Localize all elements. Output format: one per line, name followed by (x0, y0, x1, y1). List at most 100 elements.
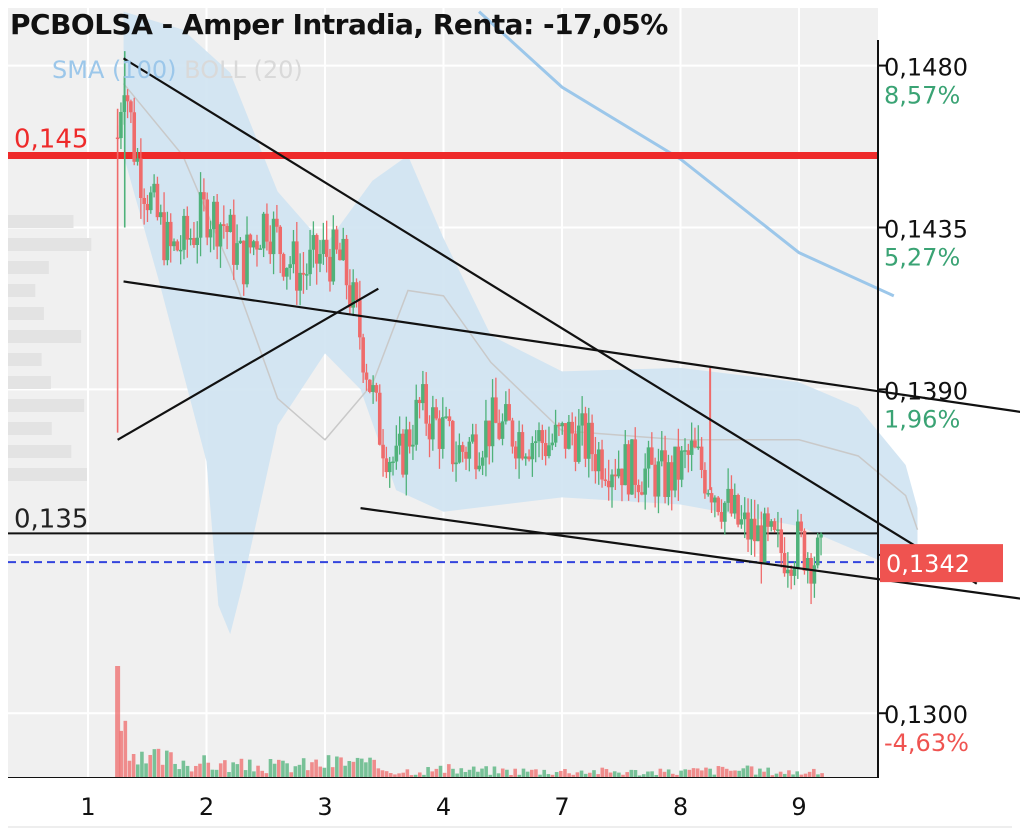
candle-body (583, 413, 588, 459)
x-tick-label: 3 (317, 793, 332, 821)
volume-bar (256, 765, 260, 778)
x-tick-label: 2 (199, 793, 214, 821)
volume-bar (218, 763, 223, 778)
candle-body (726, 488, 730, 503)
candle-body (371, 385, 375, 392)
volume-bar (820, 773, 824, 778)
candle-body (172, 241, 176, 247)
candle-body (248, 234, 253, 248)
x-axis-band (8, 778, 1012, 828)
volume-bar (380, 770, 385, 778)
current-price-tag: 0,1342 (880, 544, 1003, 583)
volume-bar (758, 768, 762, 778)
candle-body (636, 484, 641, 493)
legend-sma[interactable]: SMA (100) (52, 56, 177, 84)
candle-body (427, 423, 432, 440)
volume-profile-bar (8, 330, 82, 343)
volume-bar (405, 769, 410, 778)
volume-profile-bar (8, 284, 36, 297)
volume-bar (550, 774, 555, 778)
candle-body (786, 569, 790, 574)
legend-boll[interactable]: BOLL (20) (184, 56, 303, 84)
volume-bar (521, 768, 526, 778)
candle-body (158, 212, 163, 218)
candle-body (480, 457, 485, 466)
volume-bar (335, 756, 339, 778)
sma-line (478, 10, 895, 298)
resistance-label: 0,145 (14, 125, 88, 155)
candle-body (251, 241, 256, 248)
candle-body (205, 199, 210, 238)
volume-bar (314, 759, 318, 778)
candle-body (255, 241, 259, 250)
candle-body (311, 235, 316, 250)
candle-body (749, 518, 754, 540)
volume-profile-bar (8, 399, 85, 412)
candle-body (188, 238, 193, 240)
volume-bar (534, 769, 538, 778)
volume-bar (505, 769, 509, 778)
volume-bar (496, 773, 501, 778)
candle-body (271, 218, 276, 255)
candle-body (736, 494, 740, 525)
volume-bar (156, 748, 161, 778)
candle-body (268, 241, 273, 255)
candle-body (679, 450, 684, 480)
candle-body (779, 529, 784, 553)
volume-bar (210, 769, 215, 778)
volume-bar (737, 770, 741, 778)
volume-bar (691, 768, 696, 778)
volume-bar (223, 760, 227, 778)
candle-body (742, 512, 747, 520)
candle-body (656, 461, 661, 497)
trendline (360, 507, 1020, 600)
candle-body (553, 424, 558, 443)
volume-bar (285, 763, 289, 778)
candle-body (716, 497, 720, 512)
candle-body (517, 432, 521, 459)
candle-body (593, 454, 598, 472)
volume-bar (272, 763, 277, 778)
volume-bar (318, 766, 323, 778)
axes (8, 40, 1012, 828)
candle-body (696, 446, 701, 449)
volume-bar (712, 774, 717, 778)
candle-body (484, 420, 488, 458)
candle-body (497, 422, 501, 439)
volume-bar (480, 768, 484, 778)
volume-bar (745, 765, 750, 778)
indicator-legend: SMA (100) BOLL (20) (52, 56, 303, 84)
volume-bar (181, 760, 186, 778)
horizontal-levels: 0,145 0,135 (8, 125, 878, 564)
volume-bar (600, 767, 605, 778)
volume-bar (608, 772, 613, 778)
candle-body (802, 530, 807, 571)
volume-bar (127, 760, 132, 778)
candle-body (580, 413, 584, 426)
candle-body (789, 569, 793, 576)
candle-body (281, 254, 286, 277)
candle-body (537, 430, 541, 442)
candle-body (129, 101, 133, 113)
volume-bar (733, 770, 737, 778)
candle-body (212, 201, 216, 230)
candle-body (241, 240, 246, 285)
volume-bar (675, 774, 679, 778)
volume-bar (700, 770, 704, 778)
volume-bar (326, 755, 331, 778)
candle-body (218, 224, 223, 247)
candle-body (304, 274, 309, 276)
candle-body (447, 416, 452, 422)
candle-body (739, 519, 744, 525)
candle-body (792, 567, 797, 576)
candle-body (719, 511, 724, 522)
volume-bar (571, 774, 576, 778)
volume-bar (243, 770, 248, 778)
volume-bar (339, 757, 343, 778)
candle-body (590, 422, 594, 455)
volume-bar (227, 772, 231, 778)
candle-body (358, 300, 362, 338)
volume-bar (471, 766, 476, 778)
volume-bar (397, 773, 401, 778)
volume-bar (247, 759, 252, 778)
